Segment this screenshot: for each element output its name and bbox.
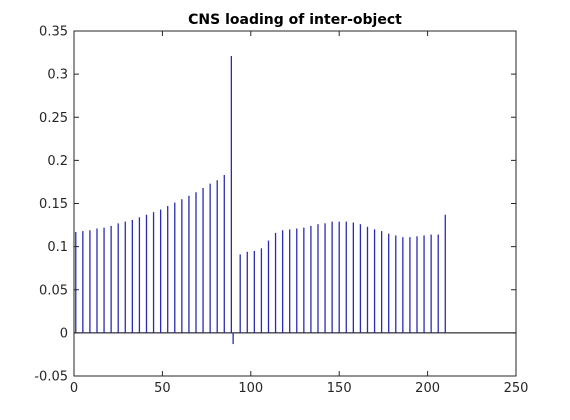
y-tick-label: 0 [60, 326, 68, 341]
x-tick-label: 100 [238, 381, 263, 396]
y-tick-label: 0.05 [39, 283, 68, 298]
plot-area [74, 31, 516, 376]
chart-title: CNS loading of inter-object [188, 12, 402, 28]
x-tick-label: 0 [70, 381, 78, 396]
x-tick-label: 250 [504, 381, 529, 396]
y-tick-label: 0.2 [47, 154, 68, 169]
y-tick-label: 0.35 [39, 25, 68, 40]
x-tick-label: 50 [154, 381, 171, 396]
y-tick-label: 0.1 [47, 240, 68, 255]
y-tick-label: 0.3 [47, 68, 68, 83]
x-tick-label: 200 [415, 381, 440, 396]
y-tick-label: 0.25 [39, 111, 68, 126]
series-line-layer [74, 56, 516, 345]
y-tick-label: 0.15 [39, 197, 68, 212]
x-tick-label: 150 [327, 381, 352, 396]
y-tick-label: -0.05 [34, 370, 68, 385]
axes-layer: 0 50 100 150 200 250-0.0500.050.10.150.20.250… [34, 25, 528, 397]
